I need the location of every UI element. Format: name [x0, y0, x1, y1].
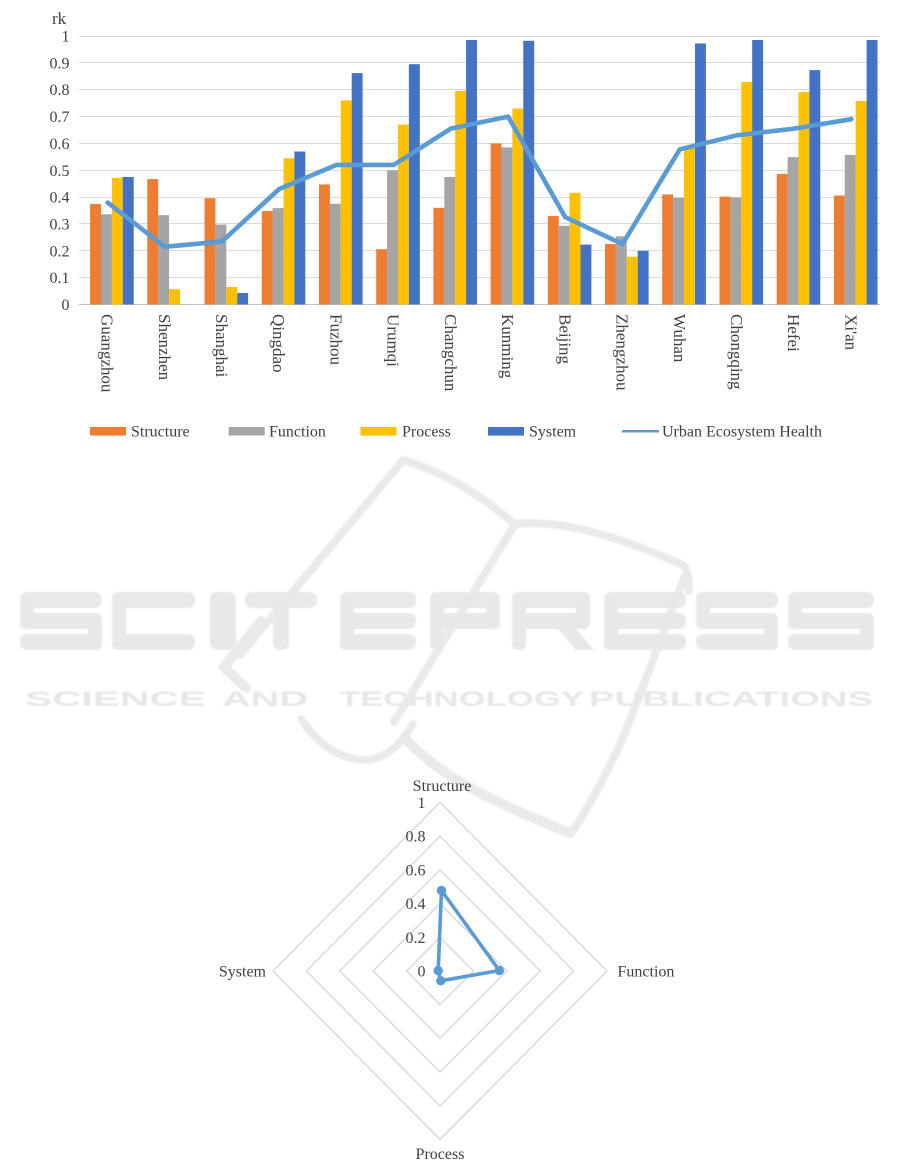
- svg-text:AND: AND: [222, 688, 308, 711]
- svg-text:0.4: 0.4: [406, 896, 426, 913]
- svg-text:PUBLICATIONS: PUBLICATIONS: [589, 688, 873, 711]
- svg-text:0.6: 0.6: [406, 862, 426, 879]
- svg-text:0.8: 0.8: [406, 829, 426, 846]
- svg-text:rk: rk: [52, 9, 67, 28]
- svg-text:Xi'an: Xi'an: [841, 314, 860, 351]
- svg-text:Structure: Structure: [131, 424, 190, 441]
- svg-text:Process: Process: [402, 424, 451, 441]
- svg-text:0.5: 0.5: [50, 163, 70, 180]
- svg-text:0: 0: [62, 297, 70, 314]
- svg-text:Structure: Structure: [413, 778, 472, 795]
- svg-text:Zhengzhou: Zhengzhou: [613, 314, 632, 391]
- svg-text:Process: Process: [416, 1146, 465, 1163]
- svg-text:SCIENCE: SCIENCE: [25, 688, 206, 711]
- svg-text:Shenzhen: Shenzhen: [155, 314, 174, 381]
- svg-text:Urban Ecosystem Health: Urban Ecosystem Health: [662, 424, 822, 441]
- svg-text:System: System: [529, 424, 577, 441]
- svg-text:Fuzhou: Fuzhou: [327, 314, 346, 366]
- svg-text:0: 0: [418, 964, 426, 981]
- svg-text:Function: Function: [269, 424, 326, 441]
- svg-text:Chongqing: Chongqing: [727, 314, 746, 390]
- svg-text:TECHNOLOGY: TECHNOLOGY: [339, 688, 584, 711]
- svg-text:Urumqi: Urumqi: [384, 314, 403, 367]
- svg-text:0.3: 0.3: [50, 216, 70, 233]
- svg-text:0.1: 0.1: [50, 270, 70, 287]
- svg-text:Guangzhou: Guangzhou: [98, 314, 117, 393]
- svg-text:Hefei: Hefei: [784, 314, 803, 352]
- svg-text:Shanghai: Shanghai: [212, 314, 231, 378]
- svg-text:0.8: 0.8: [50, 82, 70, 99]
- svg-text:0.7: 0.7: [50, 109, 70, 126]
- svg-text:Wuhan: Wuhan: [670, 314, 689, 363]
- svg-text:1: 1: [62, 29, 70, 46]
- svg-text:0.4: 0.4: [50, 190, 70, 207]
- svg-text:0.2: 0.2: [50, 243, 70, 260]
- svg-text:0.9: 0.9: [50, 55, 70, 72]
- svg-text:Function: Function: [618, 964, 675, 981]
- svg-text:1: 1: [418, 795, 426, 812]
- svg-text:Qingdao: Qingdao: [269, 314, 288, 373]
- svg-text:Changchun: Changchun: [441, 314, 460, 392]
- svg-text:0.6: 0.6: [50, 136, 70, 153]
- svg-text:Beijing: Beijing: [555, 314, 574, 365]
- svg-text:0.2: 0.2: [406, 930, 426, 947]
- svg-text:System: System: [219, 964, 267, 981]
- svg-text:Kunming: Kunming: [498, 314, 517, 379]
